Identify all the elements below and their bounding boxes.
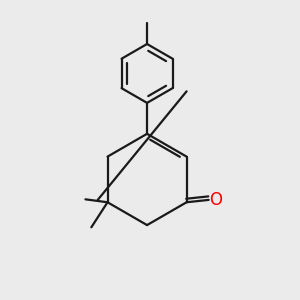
Text: O: O	[209, 191, 223, 209]
